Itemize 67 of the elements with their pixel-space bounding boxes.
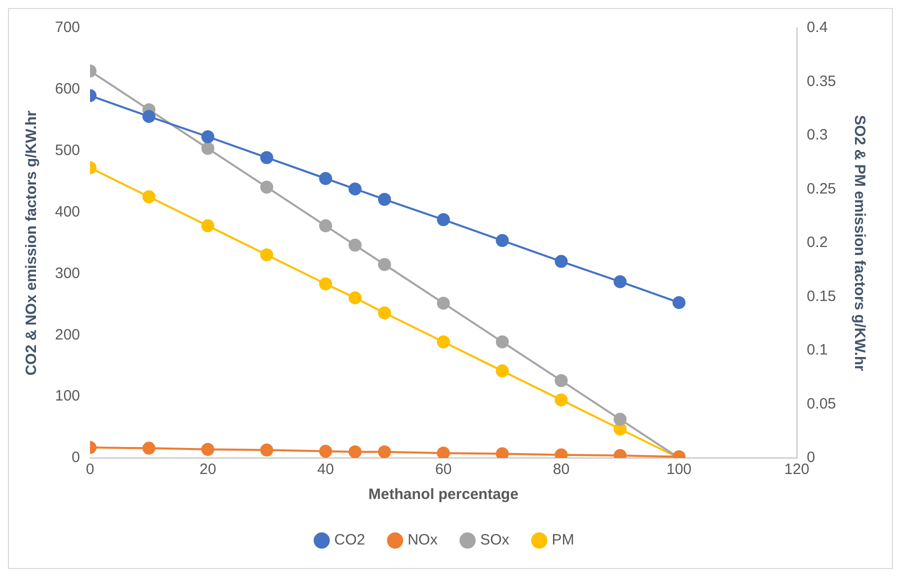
point: [319, 277, 332, 290]
y-tick-label: 0: [72, 449, 80, 466]
x-tick-label: 60: [435, 461, 452, 478]
x-tick-label: 0: [86, 461, 94, 478]
point: [378, 445, 392, 458]
point: [378, 258, 392, 271]
point: [319, 172, 332, 185]
point: [142, 190, 156, 204]
y-tick-label: 200: [54, 326, 80, 344]
point: [142, 110, 156, 123]
y2-tick-label: 0.35: [806, 72, 836, 90]
point: [319, 444, 332, 458]
point: [436, 296, 450, 310]
point: [496, 364, 509, 378]
point: [260, 248, 274, 262]
point: [260, 444, 274, 457]
point: [319, 219, 332, 232]
x-tick-label: 20: [199, 461, 216, 478]
point: [142, 442, 156, 455]
point: [614, 412, 627, 426]
x-axis-title: Methanol percentage: [368, 486, 518, 504]
point: [348, 291, 362, 304]
y-axis-title: CO2 & NOx emission factors g/KW.hr: [23, 110, 40, 376]
point: [378, 306, 392, 320]
point: [201, 442, 214, 456]
point: [348, 445, 362, 458]
legend-label: SOx: [480, 532, 510, 549]
point: [554, 374, 568, 388]
y2-tick-label: 0.1: [806, 342, 828, 359]
point: [436, 446, 450, 458]
y-tick-label: 400: [54, 203, 80, 220]
legend-label: CO2: [334, 532, 366, 549]
point: [672, 296, 686, 310]
y2-tick-label: 0.4: [806, 19, 828, 36]
y2-tick-label: 0.3: [806, 126, 828, 144]
y-tick-label: 500: [54, 142, 80, 159]
point: [260, 151, 274, 164]
point: [554, 254, 568, 268]
y2-tick-label: 0.2: [806, 234, 828, 252]
point: [378, 192, 392, 206]
y-tick-label: 600: [54, 80, 80, 98]
point: [496, 335, 509, 348]
x-tick-label: 40: [317, 461, 334, 478]
point: [348, 182, 362, 196]
point: [436, 213, 450, 226]
legend-label: PM: [552, 532, 574, 549]
x-tick-label: 80: [552, 461, 570, 478]
point: [614, 275, 627, 288]
y2-tick-label: 0.05: [806, 395, 836, 412]
y-tick-label: 100: [54, 388, 80, 405]
point: [201, 130, 214, 144]
y2-axis-title: SO2 & PM emission factors g/KW.hr: [850, 115, 868, 372]
point: [348, 238, 362, 252]
x-tick-label: 100: [666, 461, 692, 478]
point: [436, 335, 450, 348]
y-tick-label: 700: [54, 19, 80, 36]
x-tick-label: 120: [784, 461, 810, 478]
point: [496, 447, 509, 458]
point: [260, 180, 274, 194]
y2-tick-label: 0.25: [806, 180, 836, 198]
y2-tick-label: 0.15: [806, 288, 836, 305]
y-tick-label: 300: [54, 264, 80, 282]
point: [554, 393, 568, 406]
point: [201, 142, 214, 155]
point: [201, 219, 214, 232]
legend-label: NOx: [408, 532, 438, 549]
point: [496, 234, 509, 248]
